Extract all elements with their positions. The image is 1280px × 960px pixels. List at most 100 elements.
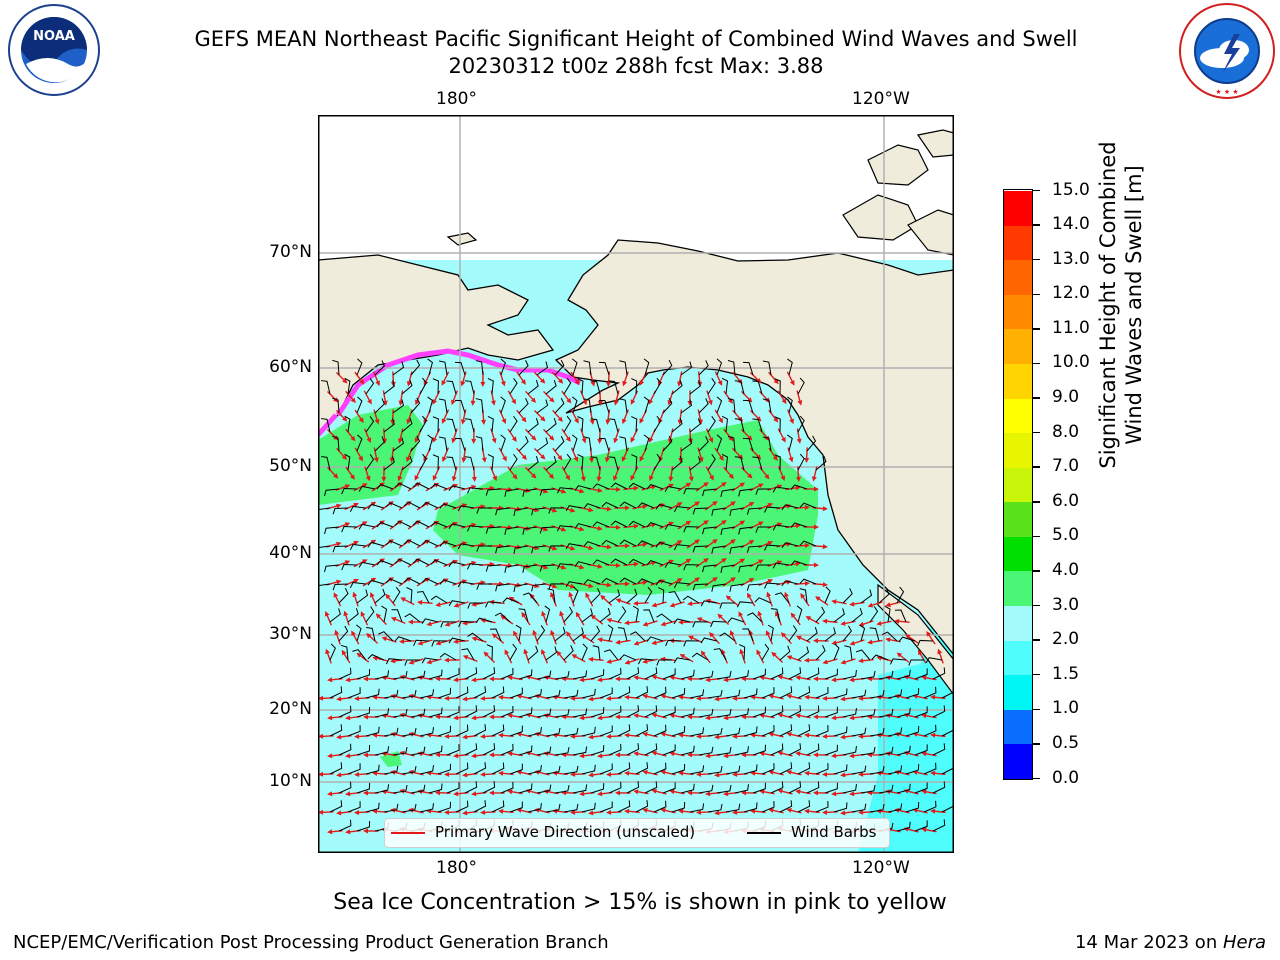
wind-barb — [646, 560, 664, 566]
wind-barb — [797, 800, 811, 813]
wind-barb — [376, 521, 394, 528]
wave-arrow-head — [789, 418, 794, 425]
wind-barb — [427, 434, 433, 452]
wind-barb — [806, 435, 817, 452]
wind-barb — [356, 668, 371, 680]
wave-arrow — [384, 637, 397, 643]
wind-barb-legend-swatch — [747, 832, 781, 834]
wave-arrow — [537, 733, 550, 738]
wave-arrow — [353, 560, 366, 568]
wave-arrow-head — [867, 639, 873, 645]
wind-barb — [896, 707, 911, 718]
wind-barb — [592, 483, 610, 490]
wave-arrow-head — [624, 620, 630, 626]
wave-arrow — [438, 601, 451, 606]
wave-arrow-head — [642, 504, 648, 510]
wave-arrow-head — [776, 560, 783, 566]
wave-arrow — [626, 810, 640, 814]
wave-arrow-head — [651, 674, 657, 680]
wave-arrow — [546, 790, 559, 795]
wind-barb — [664, 523, 682, 530]
wind-barb — [628, 482, 646, 490]
wind-barb — [476, 545, 493, 552]
wave-arrow-head — [480, 809, 486, 815]
wind-barb — [403, 501, 421, 509]
wave-arrow — [686, 540, 698, 549]
wave-arrow-head — [813, 486, 819, 492]
wave-arrow-head — [784, 591, 789, 598]
wave-arrow-head — [694, 577, 700, 583]
wind-barb — [671, 379, 683, 395]
wave-arrow-head — [489, 752, 495, 758]
wave-arrow-head — [460, 419, 466, 425]
wave-arrow-head — [786, 731, 792, 737]
wave-arrow — [500, 810, 514, 814]
wave-arrow — [354, 371, 364, 383]
wind-barb — [691, 652, 709, 661]
wave-arrow — [524, 651, 530, 664]
wave-arrow-head — [397, 475, 403, 482]
wind-barb — [643, 434, 650, 452]
wave-arrow — [752, 734, 766, 738]
wind-barb — [467, 525, 484, 532]
wave-arrow — [551, 563, 564, 569]
wind-barb — [428, 783, 443, 794]
wave-arrow-head — [822, 809, 828, 815]
wave-arrow — [546, 752, 559, 757]
wind-barb — [455, 800, 469, 813]
wind-barb — [788, 743, 802, 756]
wave-arrow-head — [606, 381, 612, 387]
wave-arrow — [645, 695, 658, 700]
wave-arrow — [806, 696, 820, 700]
wind-barb — [842, 708, 857, 718]
colorbar-tick-label: 2.0 — [1052, 629, 1080, 650]
wave-arrow — [927, 633, 936, 645]
wind-barb — [787, 434, 793, 452]
wind-barb — [655, 541, 673, 548]
wave-arrow — [731, 521, 743, 530]
wave-arrow-head — [756, 416, 762, 422]
wind-barb — [527, 688, 542, 699]
wave-arrow-head — [489, 676, 495, 682]
wave-arrow-head — [511, 436, 517, 442]
wind-barb — [509, 415, 518, 433]
wave-arrow-head — [615, 639, 621, 645]
wave-arrow-head — [521, 454, 527, 461]
wind-barb — [779, 645, 791, 661]
wave-arrow — [817, 597, 829, 606]
colorbar-tick — [1033, 224, 1040, 226]
wave-arrow — [663, 620, 676, 626]
wave-arrow-head — [822, 618, 828, 624]
wind-barb — [869, 765, 885, 775]
wave-arrow — [813, 466, 818, 479]
wave-arrow — [705, 428, 713, 441]
wind-barb — [554, 670, 570, 680]
wave-arrow — [932, 772, 946, 776]
wave-arrow-head — [532, 629, 538, 636]
wave-arrow — [434, 503, 447, 511]
wind-barb — [683, 488, 700, 495]
wind-barb — [545, 727, 561, 737]
wind-barb — [356, 782, 371, 794]
wind-barb — [500, 705, 514, 718]
wind-barb — [833, 643, 840, 661]
wave-arrow-head — [707, 399, 713, 406]
colorbar-segment — [1004, 467, 1032, 503]
wind-barb — [656, 613, 673, 623]
wind-barb — [518, 360, 529, 376]
wind-barb — [495, 545, 511, 554]
wave-arrow-head — [571, 654, 578, 659]
wave-arrow — [464, 734, 478, 738]
wind-barb — [692, 621, 709, 628]
wave-arrow-head — [765, 630, 771, 636]
wave-arrow — [806, 734, 820, 738]
wind-barb — [720, 488, 736, 498]
wave-arrow — [606, 409, 611, 423]
wind-barb — [887, 803, 903, 813]
wind-barb — [610, 520, 628, 528]
wind-barb — [762, 398, 772, 414]
wind-barb — [464, 743, 478, 756]
wind-barb — [797, 724, 811, 737]
colorbar-tick-label: 15.0 — [1052, 179, 1090, 200]
wave-arrow-head — [698, 456, 704, 463]
